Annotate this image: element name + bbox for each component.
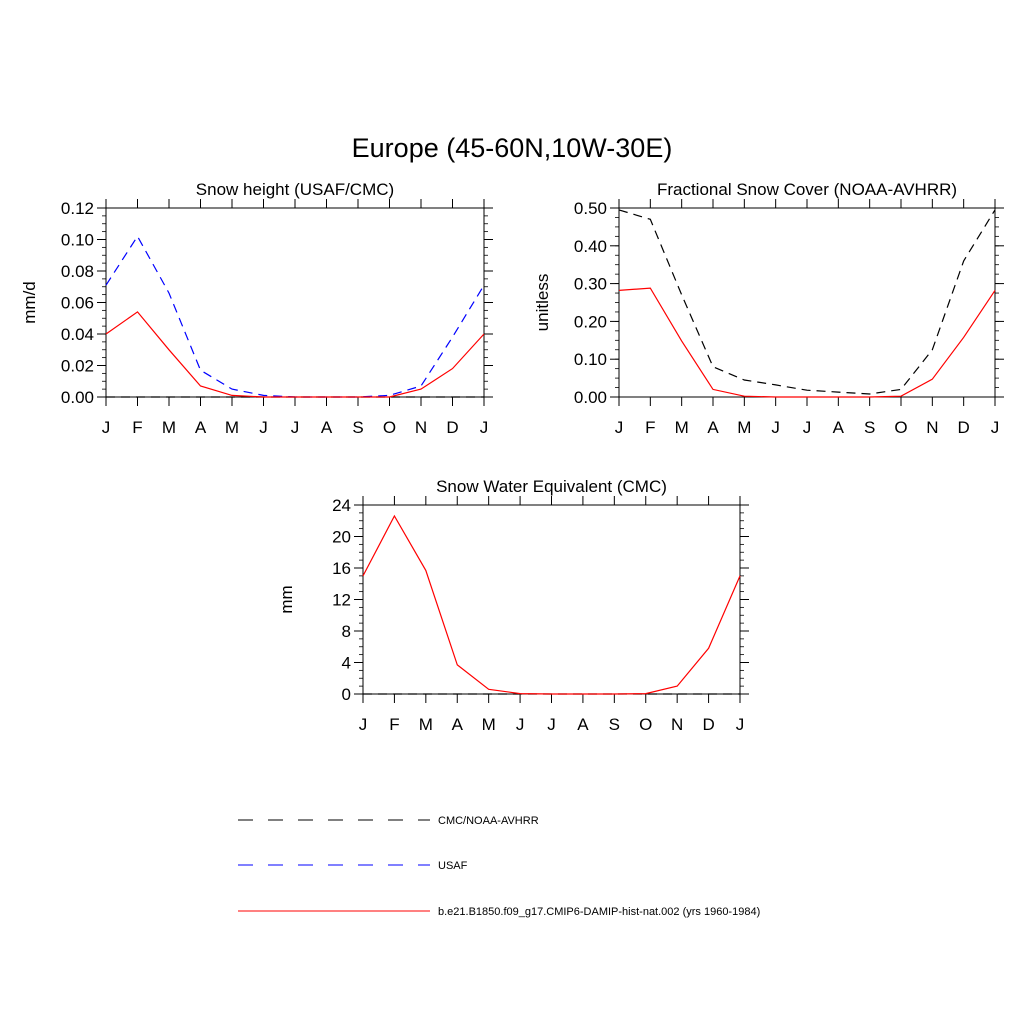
x-tick-label: S (352, 418, 363, 437)
x-tick-label: N (671, 715, 683, 734)
series-line-usaf (105, 235, 485, 398)
x-tick-label: J (547, 715, 556, 734)
series-line-model (105, 311, 485, 398)
y-tick-label: 0.08 (61, 262, 94, 281)
panel-title: Fractional Snow Cover (NOAA-AVHRR) (657, 180, 957, 199)
y-tick-label: 0.00 (61, 388, 94, 407)
x-tick-label: D (446, 418, 458, 437)
x-tick-label: N (415, 418, 427, 437)
main-title: Europe (45-60N,10W-30E) (352, 133, 673, 163)
y-axis-label: unitless (533, 274, 552, 332)
x-tick-label: F (645, 418, 655, 437)
x-tick-label: D (958, 418, 970, 437)
y-tick-label: 12 (332, 591, 351, 610)
x-tick-label: M (225, 418, 239, 437)
y-tick-label: 0.06 (61, 294, 94, 313)
x-tick-label: A (321, 418, 333, 437)
series-line-model (618, 287, 996, 398)
y-tick-label: 16 (332, 559, 351, 578)
x-tick-label: N (926, 418, 938, 437)
series-line-obs (618, 209, 996, 395)
y-tick-label: 0.12 (61, 199, 94, 218)
x-tick-label: J (736, 715, 745, 734)
y-tick-label: 0.40 (574, 237, 607, 256)
y-axis-label: mm (277, 585, 296, 613)
x-tick-label: O (894, 418, 907, 437)
x-tick-label: M (419, 715, 433, 734)
legend-label: USAF (438, 860, 468, 872)
y-tick-label: 0.10 (574, 350, 607, 369)
y-tick-label: 0.10 (61, 231, 94, 250)
x-tick-label: J (771, 418, 780, 437)
y-tick-label: 24 (332, 496, 351, 515)
y-tick-label: 8 (342, 622, 351, 641)
x-tick-label: S (609, 715, 620, 734)
x-tick-label: D (702, 715, 714, 734)
legend: CMC/NOAA-AVHRR USAF b.e21.B1850.f09_g17.CM… (238, 815, 760, 918)
legend-label: CMC/NOAA-AVHRR (438, 815, 539, 827)
panel-fractional-snow-cover: Fractional Snow Cover (NOAA-AVHRR) unitle… (533, 180, 1004, 437)
x-tick-label: M (675, 418, 689, 437)
plot-frame (362, 504, 741, 695)
series-line-model (362, 514, 741, 695)
x-tick-label: J (991, 418, 1000, 437)
x-tick-label: A (833, 418, 845, 437)
x-tick-label: A (452, 715, 464, 734)
panel-title: Snow height (USAF/CMC) (196, 180, 394, 199)
x-tick-label: J (615, 418, 624, 437)
plot-frame (618, 207, 996, 398)
y-axis-label: mm/d (20, 281, 39, 324)
x-tick-label: O (639, 715, 652, 734)
y-tick-label: 0.20 (574, 312, 607, 331)
y-tick-label: 0 (342, 685, 351, 704)
x-tick-label: J (259, 418, 268, 437)
y-tick-label: 0.30 (574, 275, 607, 294)
plot-frame (105, 207, 485, 398)
x-tick-label: A (195, 418, 207, 437)
x-tick-label: M (482, 715, 496, 734)
panel-snow-height: Snow height (USAF/CMC) mm/d 0.00 0.02 0.04 0.… (20, 180, 493, 437)
x-tick-label: F (132, 418, 142, 437)
x-tick-label: S (864, 418, 875, 437)
panel-snow-water-equivalent: Snow Water Equivalent (CMC) mm 0 4 8 12 16 20 24… (277, 477, 749, 734)
x-tick-label: M (737, 418, 751, 437)
x-tick-label: J (359, 715, 368, 734)
x-tick-label: M (162, 418, 176, 437)
y-tick-label: 4 (342, 654, 351, 673)
x-tick-label: A (707, 418, 719, 437)
y-tick-label: 20 (332, 528, 351, 547)
y-tick-label: 0.04 (61, 325, 94, 344)
x-tick-label: J (803, 418, 812, 437)
panel-title: Snow Water Equivalent (CMC) (436, 477, 667, 496)
x-tick-label: J (291, 418, 300, 437)
x-tick-label: O (383, 418, 396, 437)
x-tick-label: J (102, 418, 111, 437)
x-tick-label: F (389, 715, 399, 734)
legend-label: b.e21.B1850.f09_g17.CMIP6-DAMIP-hist-nat… (438, 906, 760, 918)
x-tick-label: J (516, 715, 525, 734)
y-tick-label: 0.02 (61, 357, 94, 376)
y-tick-label: 0.00 (574, 388, 607, 407)
x-tick-label: A (577, 715, 589, 734)
x-tick-label: J (480, 418, 489, 437)
y-tick-label: 0.50 (574, 199, 607, 218)
